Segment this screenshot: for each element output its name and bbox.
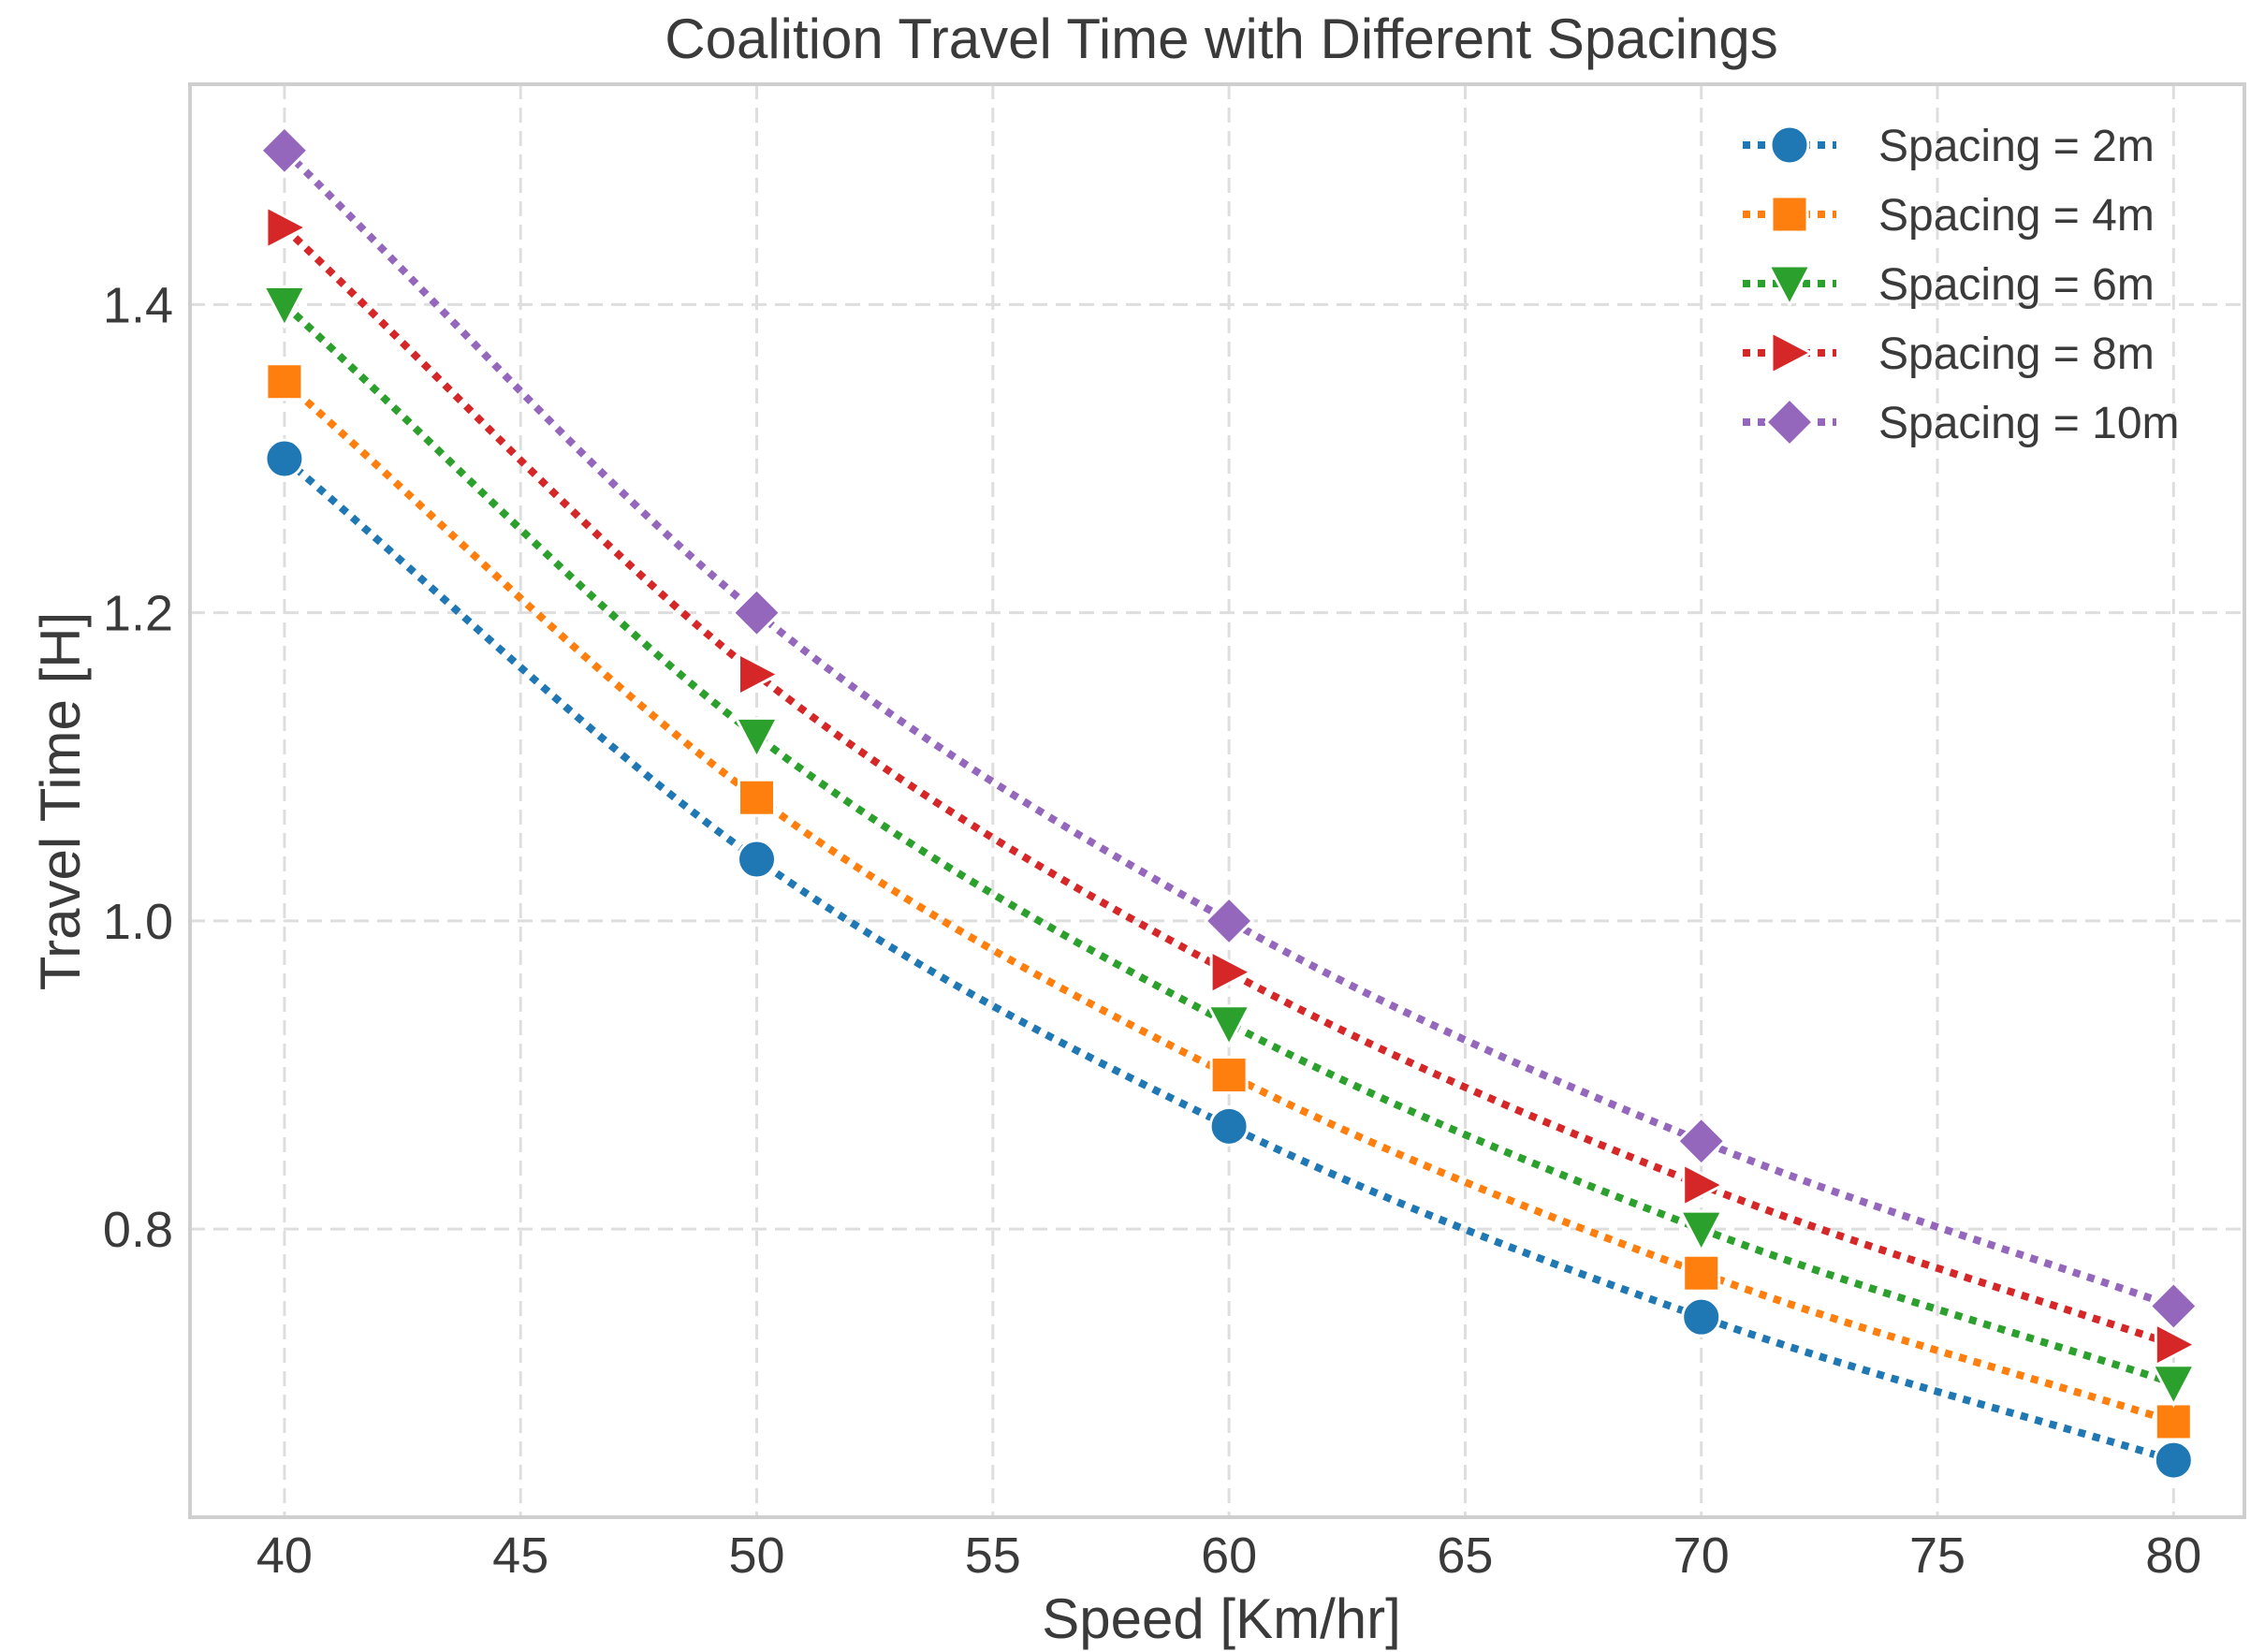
series-spacing-5 xyxy=(258,124,2199,1332)
data-point xyxy=(1209,1056,1249,1095)
data-point xyxy=(1678,1209,1725,1254)
data-point xyxy=(265,362,304,402)
data-point xyxy=(734,716,780,761)
data-point xyxy=(1206,1004,1252,1048)
data-series xyxy=(258,124,2199,1481)
series-spacing-1 xyxy=(264,438,2194,1481)
legend-marker xyxy=(1770,329,1815,376)
legend-label: Spacing = 10m xyxy=(1878,399,2180,448)
data-point xyxy=(258,124,311,176)
data-point xyxy=(1209,949,1254,996)
data-point xyxy=(1675,1116,1727,1167)
series-line xyxy=(282,301,2175,1387)
legend-marker xyxy=(1766,264,1813,309)
y-axis-ticks: 0.8 1.0 1.2 1.4 xyxy=(103,277,173,1258)
legend: Spacing = 2m Spacing = 4m Spacing = 6m Spac… xyxy=(1743,122,2180,448)
data-point xyxy=(261,285,308,329)
legend-label: Spacing = 2m xyxy=(1878,122,2155,171)
y-tick-label: 1.2 xyxy=(103,586,173,642)
legend-marker xyxy=(1770,195,1809,234)
series-line xyxy=(282,455,2175,1464)
legend-label: Spacing = 4m xyxy=(1878,191,2155,241)
x-axis-ticks: 40 45 50 55 60 65 70 75 80 xyxy=(256,1528,2201,1584)
data-point xyxy=(2154,1322,2199,1368)
grid xyxy=(190,84,2244,1517)
y-axis-label: Travel Time [H] xyxy=(29,612,92,991)
data-point xyxy=(1203,895,1255,947)
data-point xyxy=(737,839,778,880)
legend-item: Spacing = 6m xyxy=(1743,260,2155,310)
data-point xyxy=(738,651,782,697)
series-line xyxy=(282,147,2175,1310)
data-point xyxy=(264,438,305,479)
plot-frame xyxy=(188,82,2246,1519)
y-tick-label: 1.0 xyxy=(103,894,173,950)
data-point xyxy=(2150,1364,2197,1409)
y-tick-label: 0.8 xyxy=(103,1202,173,1258)
x-tick-label: 80 xyxy=(2145,1528,2201,1584)
x-tick-label: 75 xyxy=(1909,1528,1965,1584)
x-tick-label: 60 xyxy=(1201,1528,1257,1584)
x-tick-label: 45 xyxy=(492,1528,548,1584)
x-tick-label: 40 xyxy=(256,1528,313,1584)
legend-item: Spacing = 10m xyxy=(1743,396,2180,448)
legend-item: Spacing = 2m xyxy=(1743,122,2155,171)
data-point xyxy=(1682,1253,1721,1293)
legend-marker xyxy=(1769,124,1810,166)
chart-title: Coalition Travel Time with Different Spa… xyxy=(665,7,1777,70)
data-point xyxy=(1682,1162,1726,1208)
data-point xyxy=(2154,1402,2193,1441)
series-spacing-3 xyxy=(261,285,2197,1409)
legend-label: Spacing = 6m xyxy=(1878,260,2155,310)
data-point xyxy=(265,204,310,251)
data-point xyxy=(731,587,782,638)
data-point xyxy=(1681,1296,1722,1338)
data-point xyxy=(1208,1105,1249,1147)
data-point xyxy=(2153,1440,2194,1481)
legend-label: Spacing = 8m xyxy=(1878,329,2155,379)
data-point xyxy=(2148,1280,2199,1332)
legend-marker xyxy=(1763,396,1816,448)
y-tick-label: 1.4 xyxy=(103,277,173,333)
x-tick-label: 55 xyxy=(965,1528,1021,1584)
legend-item: Spacing = 8m xyxy=(1743,329,2155,379)
series-spacing-4 xyxy=(265,204,2199,1368)
x-tick-label: 70 xyxy=(1673,1528,1730,1584)
legend-item: Spacing = 4m xyxy=(1743,191,2155,241)
x-tick-label: 65 xyxy=(1437,1528,1493,1584)
data-point xyxy=(738,778,777,817)
x-axis-label: Speed [Km/hr] xyxy=(1042,1587,1401,1650)
x-tick-label: 50 xyxy=(728,1528,784,1584)
series-spacing-2 xyxy=(265,362,2193,1441)
